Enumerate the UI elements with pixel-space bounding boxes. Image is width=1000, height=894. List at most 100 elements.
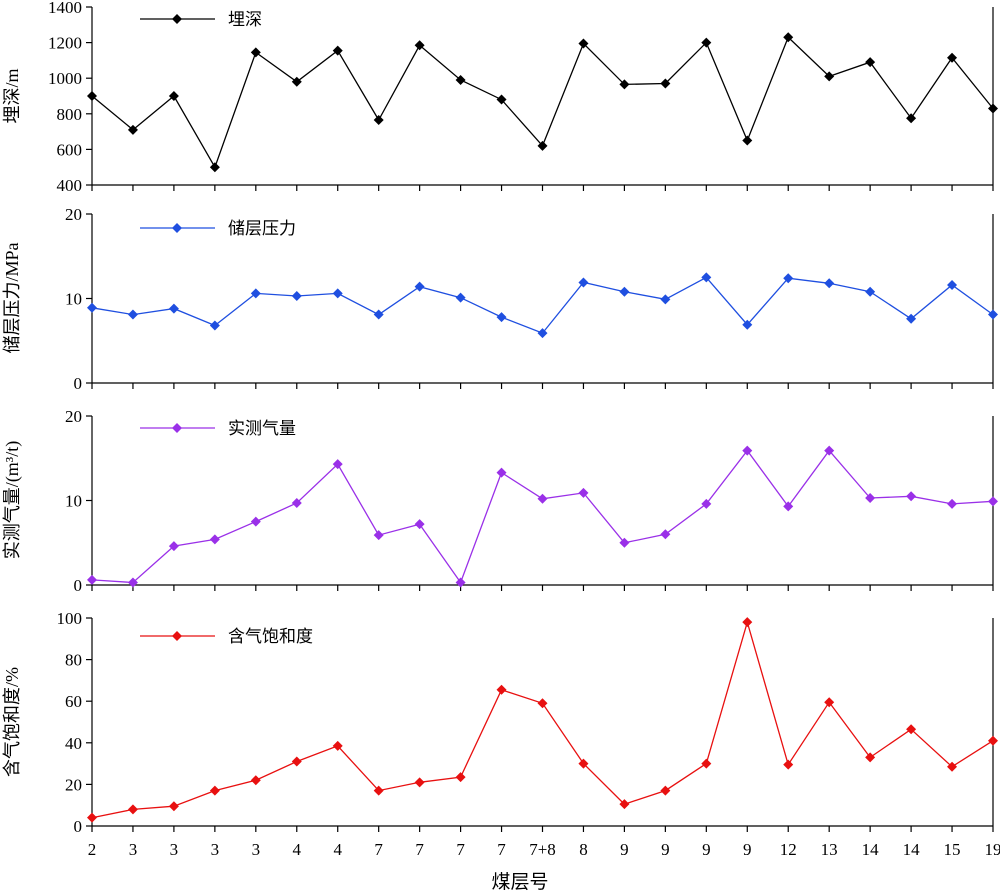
y-axis-label: 含气饱和度/% [2,667,22,777]
data-point [619,79,630,90]
x-tick-label: 9 [661,840,670,859]
y-tick-label: 10 [65,492,82,511]
x-tick-label: 4 [293,840,302,859]
y-tick-label: 1400 [48,0,82,17]
data-point [660,529,671,540]
x-tick-label: 7 [415,840,424,859]
data-point [127,124,138,135]
data-point [701,272,712,283]
x-tick-label: 15 [944,840,961,859]
x-tick-label: 9 [702,840,711,859]
data-point [373,785,384,796]
data-point [988,496,998,507]
x-tick-label: 14 [903,840,921,859]
data-point [537,493,548,504]
data-point [127,804,138,815]
data-point [783,32,794,43]
x-axis-label: 煤层号 [491,871,548,893]
data-point [168,303,179,314]
data-point [250,288,261,299]
data-point [906,313,917,324]
panel-1: 400 600 800 1000 1200 1400 埋深/m 埋深 [2,0,998,195]
x-tick-label: 9 [620,840,629,859]
legend-marker [172,631,182,641]
data-point [578,487,589,498]
data-point [332,740,343,751]
data-point [496,312,507,323]
data-point [988,735,998,746]
data-point [209,162,220,173]
data-point [865,286,876,297]
data-point [742,319,753,330]
data-point [250,516,261,527]
data-point [619,537,630,548]
y-tick-label: 1000 [48,69,82,88]
data-point [373,115,384,126]
legend-label: 埋深 [228,10,262,29]
data-point [250,47,261,58]
data-point [742,617,753,628]
x-tick-label: 14 [862,840,880,859]
x-tick-label: 19 [985,840,1000,859]
data-point [947,279,958,290]
x-tick-label: 9 [743,840,752,859]
y-tick-label: 20 [65,407,82,426]
y-tick-label: 10 [65,290,82,309]
data-point [291,756,302,767]
legend: 埋深 [140,10,262,29]
data-point [455,772,466,783]
data-point [988,103,998,114]
data-point [537,140,548,151]
legend-marker [172,14,182,24]
y-tick-label: 20 [65,775,82,794]
data-point [414,40,425,51]
legend-marker [172,423,182,433]
data-point [373,530,384,541]
data-point [291,290,302,301]
y-tick-label: 80 [65,651,82,670]
y-tick-label: 20 [65,205,82,224]
data-point [660,294,671,305]
data-point [824,278,835,289]
data-point [332,45,343,56]
data-point [496,467,507,478]
data-point [87,302,97,313]
data-point [496,684,507,695]
data-point [824,445,835,456]
legend-label: 储层压力 [228,219,296,238]
data-point [87,812,97,823]
x-tick-label: 3 [211,840,220,859]
data-point [455,292,466,303]
y-tick-label: 0 [74,817,83,836]
data-point [127,309,138,320]
x-tick-label: 7 [497,840,506,859]
x-tick-label: 13 [821,840,838,859]
data-point [906,113,917,124]
y-tick-label: 0 [74,576,83,595]
data-point [414,519,425,530]
legend-marker [172,223,182,233]
panel-3: 0 10 20 实测气量/(m³/t) 实测气量 [2,407,998,595]
y-tick-label: 60 [65,692,82,711]
series-line [91,276,994,334]
data-point [168,541,179,552]
data-point [168,801,179,812]
data-point [250,775,261,786]
x-tick-label: 7 [456,840,465,859]
data-point [578,277,589,288]
y-tick-label: 40 [65,734,82,753]
data-point [127,577,138,588]
data-point [332,459,343,470]
data-point [87,574,97,585]
data-point [209,785,220,796]
chart-panels: 400600800100012001400埋深/m埋深01020储层压力/MPa… [2,0,998,836]
data-point [865,752,876,763]
x-tick-label: 4 [333,840,342,859]
data-point [87,91,97,101]
data-point [578,38,589,49]
data-point [783,759,794,770]
y-tick-label: 800 [57,105,83,124]
data-point [414,281,425,292]
data-point [783,501,794,512]
